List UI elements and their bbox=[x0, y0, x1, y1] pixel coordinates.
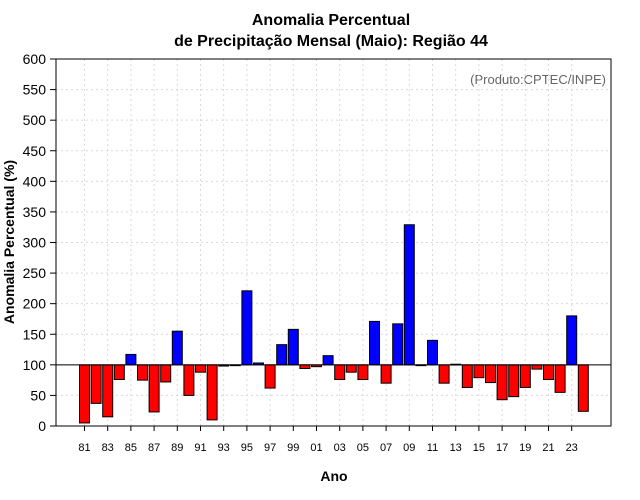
bar-03 bbox=[334, 364, 346, 381]
bar-84 bbox=[113, 364, 125, 381]
bar-11 bbox=[427, 339, 438, 366]
y-tick-label-200: 200 bbox=[23, 296, 47, 312]
bar-08 bbox=[392, 323, 404, 366]
y-tick-label-250: 250 bbox=[23, 265, 47, 281]
bar-05 bbox=[357, 364, 369, 381]
chart-title-line1: Anomalia Percentual bbox=[252, 12, 410, 29]
x-tick-label-89: 89 bbox=[171, 442, 183, 454]
bar-17 bbox=[496, 364, 508, 401]
x-tick-label-17: 17 bbox=[496, 442, 508, 454]
y-tick-label-400: 400 bbox=[23, 173, 47, 189]
x-tick-label-85: 85 bbox=[125, 442, 137, 454]
x-tick-label-15: 15 bbox=[473, 442, 485, 454]
x-axis-label: Ano bbox=[320, 468, 347, 484]
x-tick-label-91: 91 bbox=[194, 442, 206, 454]
x-tick-label-13: 13 bbox=[450, 442, 462, 454]
x-tick-label-05: 05 bbox=[357, 442, 369, 454]
bar-22 bbox=[554, 364, 566, 393]
bar-06 bbox=[369, 320, 380, 366]
bar-95 bbox=[241, 290, 253, 366]
x-tick-label-11: 11 bbox=[427, 442, 438, 454]
x-tick-label-81: 81 bbox=[78, 442, 90, 454]
bar-16 bbox=[485, 364, 496, 384]
bar-89 bbox=[171, 330, 183, 366]
y-tick-label-600: 600 bbox=[23, 51, 47, 67]
bar-00 bbox=[299, 364, 311, 370]
y-axis-label: Anomalia Percentual (%) bbox=[1, 160, 17, 324]
x-tick-label-97: 97 bbox=[264, 442, 276, 454]
bar-88 bbox=[160, 364, 172, 383]
x-tick-label-01: 01 bbox=[310, 442, 322, 454]
bar-85 bbox=[125, 353, 137, 366]
bar-07 bbox=[380, 364, 392, 384]
bars bbox=[79, 224, 589, 424]
bar-83 bbox=[102, 364, 114, 418]
bar-21 bbox=[543, 364, 554, 381]
y-axis: 0 50 100 150 200 250 300 350 400 450 500 550 600 bbox=[23, 51, 56, 434]
bar-86 bbox=[137, 364, 148, 381]
bar-81 bbox=[79, 364, 90, 424]
bar-24 bbox=[577, 364, 589, 412]
x-tick-label-93: 93 bbox=[218, 442, 230, 454]
x-tick-label-09: 09 bbox=[403, 442, 415, 454]
bar-97 bbox=[264, 364, 276, 389]
y-tick-label-550: 550 bbox=[23, 82, 47, 98]
bar-99 bbox=[287, 328, 299, 366]
bar-20 bbox=[531, 364, 543, 370]
x-tick-label-95: 95 bbox=[241, 442, 253, 454]
y-tick-label-50: 50 bbox=[30, 387, 46, 403]
bar-82 bbox=[90, 364, 102, 404]
x-tick-label-19: 19 bbox=[519, 442, 531, 454]
bar-23 bbox=[566, 315, 578, 366]
x-tick-label-07: 07 bbox=[380, 442, 392, 454]
bar-15 bbox=[473, 364, 485, 379]
bar-04 bbox=[345, 364, 357, 373]
x-tick-label-23: 23 bbox=[566, 442, 578, 454]
x-tick-label-03: 03 bbox=[334, 442, 346, 454]
x-tick-label-99: 99 bbox=[287, 442, 299, 454]
y-tick-label-300: 300 bbox=[23, 235, 47, 251]
y-tick-label-500: 500 bbox=[23, 112, 47, 128]
y-tick-label-350: 350 bbox=[23, 204, 47, 220]
y-tick-label-450: 450 bbox=[23, 143, 47, 159]
bar-91 bbox=[195, 364, 206, 373]
bar-90 bbox=[183, 364, 195, 396]
bar-18 bbox=[508, 364, 520, 398]
chart-title-line2: de Precipitação Mensal (Maio): Região 44 bbox=[174, 33, 488, 50]
x-tick-label-83: 83 bbox=[102, 442, 114, 454]
x-axis: 81 83 85 87 89 91 93 95 97 99 01 03 05 07 09 11 13 15 17 19… bbox=[78, 426, 578, 454]
bar-02 bbox=[322, 355, 334, 366]
bar-14 bbox=[461, 364, 473, 388]
x-tick-label-87: 87 bbox=[148, 442, 160, 454]
bar-12 bbox=[438, 364, 450, 384]
bar-92 bbox=[206, 364, 218, 421]
y-tick-label-100: 100 bbox=[23, 357, 47, 373]
bar-98 bbox=[276, 344, 288, 366]
product-credit: (Produto:CPTEC/INPE) bbox=[470, 72, 606, 87]
x-tick-label-21: 21 bbox=[542, 442, 554, 454]
bar-19 bbox=[519, 364, 531, 388]
y-tick-label-150: 150 bbox=[23, 326, 47, 342]
y-tick-label-0: 0 bbox=[38, 418, 46, 434]
bar-87 bbox=[148, 364, 160, 413]
bar-09 bbox=[403, 224, 415, 366]
